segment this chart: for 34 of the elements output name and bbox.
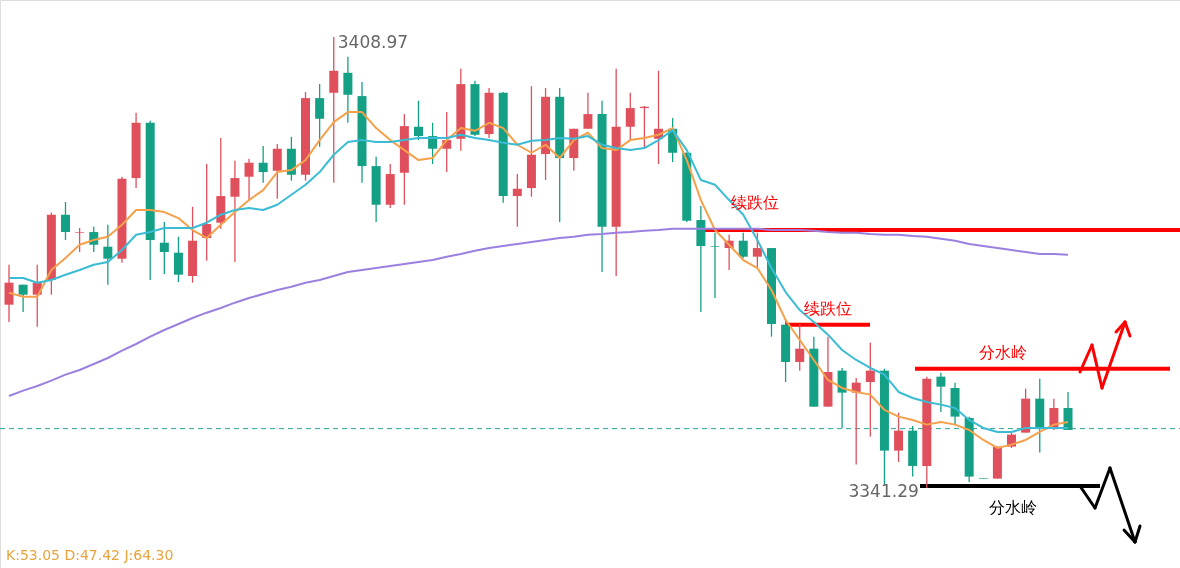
annotation: 3341.29 xyxy=(848,481,919,501)
candlestick xyxy=(60,201,70,241)
candlestick xyxy=(413,100,423,141)
candlestick xyxy=(173,236,183,283)
candlestick xyxy=(583,92,593,130)
candlestick xyxy=(710,232,720,299)
candlestick xyxy=(936,372,946,413)
ref-line-label: 分水岭 xyxy=(979,342,1027,362)
candlestick xyxy=(512,173,522,228)
candlestick xyxy=(894,411,904,463)
candlestick xyxy=(738,232,748,259)
ref-line-label: 续跌位 xyxy=(731,193,779,213)
candlestick xyxy=(75,227,85,253)
candlestick xyxy=(159,221,169,275)
candlestick xyxy=(244,158,254,201)
candlestick xyxy=(865,342,875,438)
candlestick xyxy=(4,264,14,323)
ref-line-label: 续跌位 xyxy=(804,298,852,318)
candlestick xyxy=(315,83,325,148)
candlestick xyxy=(272,143,282,200)
candlestick xyxy=(230,160,240,263)
candlestick xyxy=(795,323,805,372)
candlestick xyxy=(103,224,113,286)
candlestick xyxy=(1063,391,1073,431)
candlestick xyxy=(837,367,847,429)
text: K:53.05 D:47.42 J:64.30 xyxy=(6,547,174,563)
ref-line-label: 分水岭 xyxy=(989,497,1037,517)
candlestick xyxy=(343,56,353,124)
annotation: 3408.97 xyxy=(337,32,409,52)
candlestick xyxy=(752,232,762,269)
candlestick xyxy=(625,92,635,141)
candlestick xyxy=(329,36,339,184)
candlestick xyxy=(258,145,268,184)
candlestick xyxy=(18,284,28,313)
